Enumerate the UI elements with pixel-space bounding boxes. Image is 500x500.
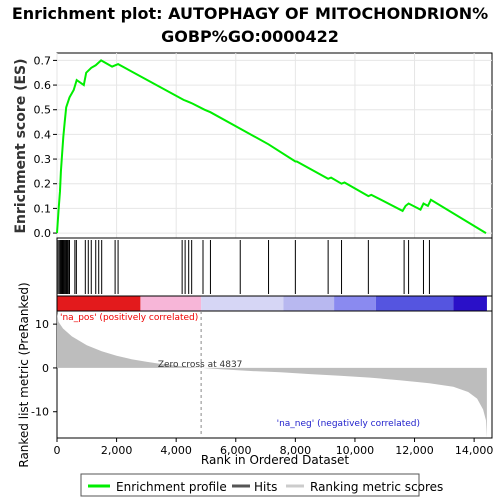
- es-tick-label: 0.7: [34, 54, 52, 67]
- x-tick-label: 14,000: [455, 444, 494, 457]
- hits-panel: [56, 237, 493, 312]
- es-tick-label: 0.3: [34, 153, 52, 166]
- metric-tick-label: -10: [31, 406, 49, 419]
- es-tick-label: 0.5: [34, 104, 52, 117]
- x-tick-label: 6,000: [220, 444, 252, 457]
- es-tick-label: 0.1: [34, 202, 52, 215]
- metric-y-axis-label: Ranked list metric (PreRanked): [17, 282, 31, 467]
- x-axis-ticks: 0 2,000 4,000 6,000 8,000 10,000 12,000 14,000: [54, 438, 494, 457]
- hits-panel-frame: [56, 237, 493, 297]
- es-tick-label: 0.6: [34, 79, 52, 92]
- es-panel: 0.0 0.1 0.2 0.3 0.4 0.5 0.6 0.7 Enrichment scor…: [13, 52, 493, 240]
- zero-cross-label: Zero cross at 4837: [158, 360, 243, 370]
- x-tick-label: 12,000: [395, 444, 434, 457]
- legend-label-ranking-metric: Ranking metric scores: [310, 480, 443, 494]
- metric-tick-label: 10: [35, 318, 49, 331]
- chart-title-line2: GOBP%GO:0000422: [161, 27, 339, 46]
- x-tick-label: 2,000: [101, 444, 133, 457]
- enrichment-profile-line: [56, 59, 487, 234]
- es-gridlines: [56, 53, 492, 238]
- heatmap-band: [201, 296, 284, 311]
- heatmap-band: [283, 296, 335, 311]
- ranking-heatmap: [57, 296, 487, 311]
- metric-tick-label: 0: [42, 362, 49, 375]
- x-tick-label: 0: [54, 444, 61, 457]
- x-tick-label: 10,000: [336, 444, 375, 457]
- heatmap-band: [334, 296, 376, 311]
- metric-panel: Zero cross at 4837 'na_pos' (positively …: [17, 282, 493, 468]
- es-panel-frame: [56, 52, 493, 239]
- es-tick-label: 0.4: [34, 128, 52, 141]
- es-y-axis-label: Enrichment score (ES): [13, 58, 29, 233]
- heatmap-band: [140, 296, 202, 311]
- legend-label-hits: Hits: [254, 480, 277, 494]
- x-tick-label: 8,000: [280, 444, 312, 457]
- heatmap-band: [375, 296, 454, 311]
- ranking-metric-area: [57, 313, 487, 438]
- es-tick-label: 0.2: [34, 178, 52, 191]
- legend: Enrichment profile Hits Ranking metric s…: [80, 473, 443, 497]
- chart-title-line1: Enrichment plot: AUTOPHAGY OF MITOCHONDR…: [12, 4, 488, 23]
- es-y-ticks: 0.0 0.1 0.2 0.3 0.4 0.5 0.6 0.7: [34, 54, 57, 240]
- x-tick-label: 4,000: [160, 444, 192, 457]
- hit-marks: [57, 240, 430, 294]
- es-tick-label: 0.0: [34, 227, 52, 240]
- positive-correlation-label: 'na_pos' (positively correlated): [60, 313, 198, 323]
- x-axis-label: Rank in Ordered Dataset: [201, 453, 349, 467]
- heatmap-band: [453, 296, 487, 311]
- heatmap-band: [57, 296, 141, 311]
- legend-label-enrichment-profile: Enrichment profile: [116, 480, 227, 494]
- metric-y-ticks: 10 0 -10: [31, 318, 57, 419]
- negative-correlation-label: 'na_neg' (negatively correlated): [277, 419, 420, 429]
